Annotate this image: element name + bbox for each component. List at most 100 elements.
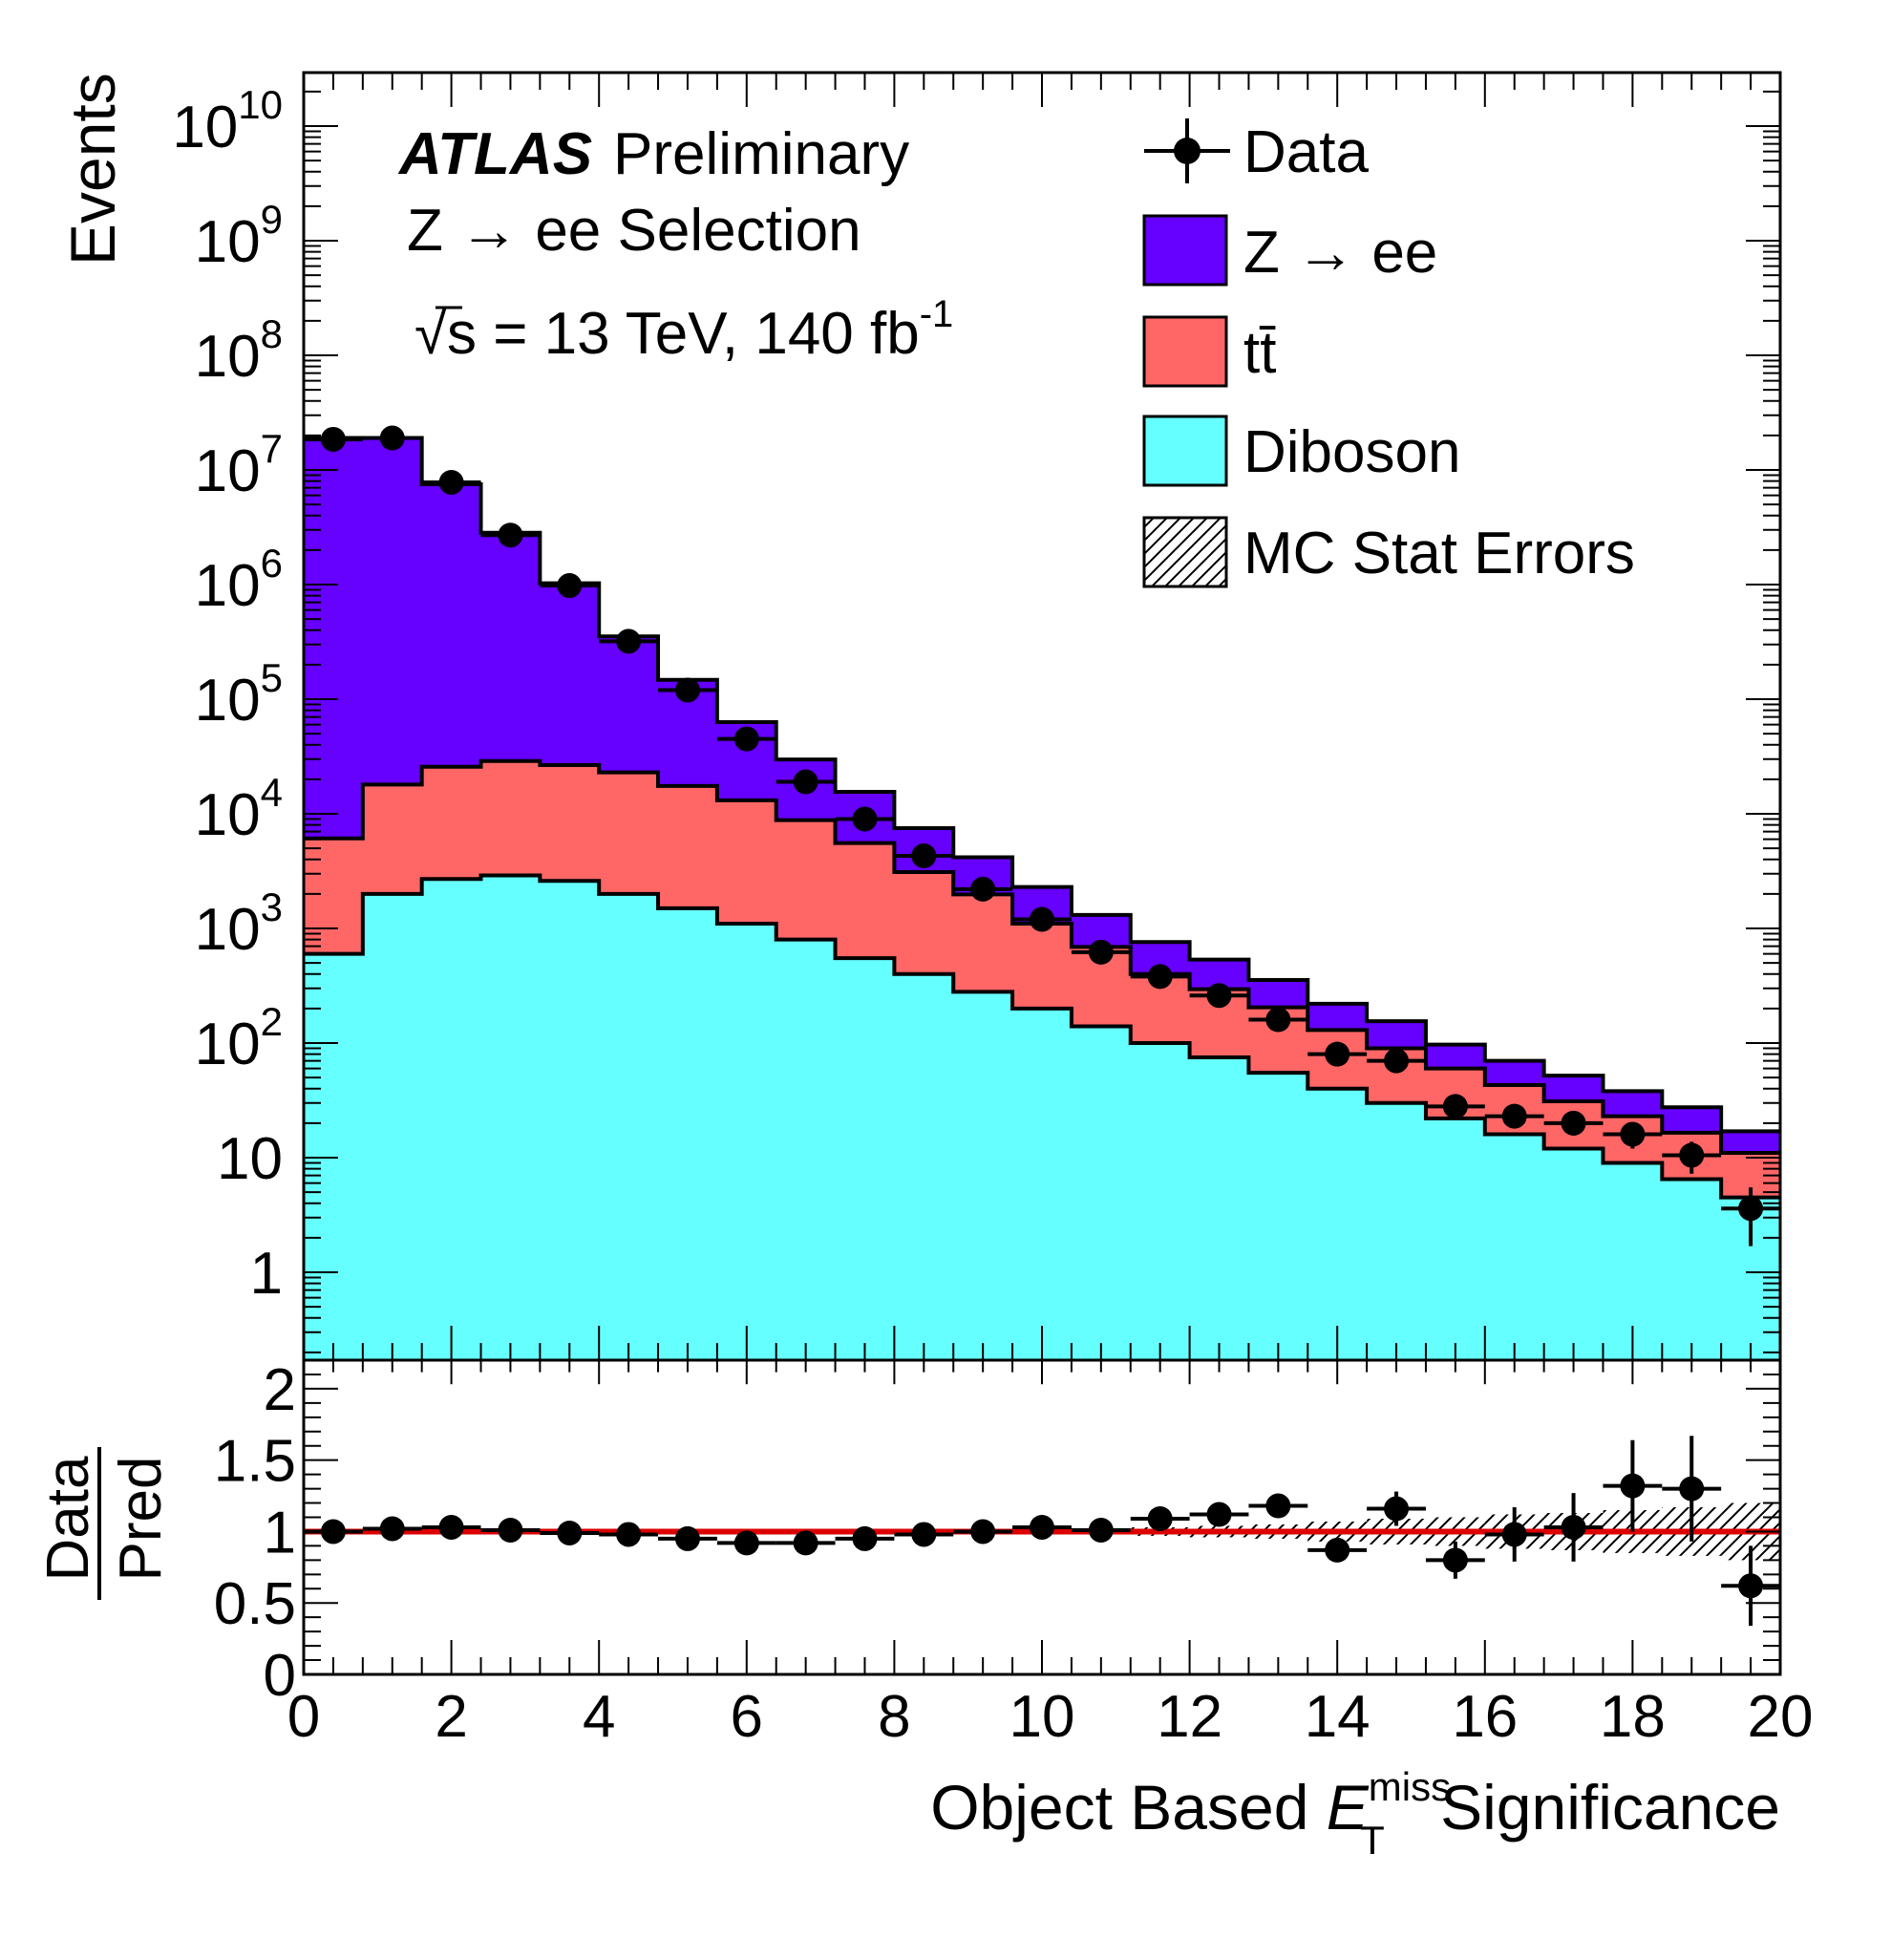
tick-exponent: 2 [261, 999, 283, 1044]
ratio-y-tick-labels: 00.511.52 [214, 1357, 296, 1709]
ratio-point-marker [1738, 1573, 1764, 1599]
data-point [1367, 1048, 1426, 1074]
ratio-point-marker [852, 1525, 878, 1551]
selection-label: Z → ee Selection [407, 198, 861, 264]
legend: Data Z → ee tt̄ Diboson MC Stat Errors [1142, 118, 1635, 588]
x-tick-label: 20 [1748, 1684, 1814, 1750]
top-y-tick-label: 104 [195, 770, 283, 848]
x-tick-label: 2 [435, 1684, 467, 1750]
atlas-label: ATLAS Preliminary [397, 121, 909, 187]
data-point [658, 677, 717, 703]
data-point [1130, 964, 1190, 990]
ratio-point-marker [1147, 1505, 1173, 1531]
tick-base: 10 [195, 782, 261, 848]
data-point [1662, 1141, 1722, 1174]
legend-data-marker [1144, 118, 1230, 183]
x-tick-label: 14 [1305, 1684, 1370, 1750]
legend-ttbar-swatch [1142, 315, 1228, 388]
tick-exponent: 8 [261, 311, 283, 356]
legend-zee-swatch [1142, 214, 1228, 287]
data-points [304, 425, 1780, 1246]
data-point-marker [1442, 1094, 1468, 1119]
top-y-tick-label: 108 [195, 311, 283, 390]
data-point-marker [1206, 983, 1232, 1009]
ratio-point [1189, 1502, 1249, 1527]
ratio-point-marker [1561, 1514, 1586, 1540]
data-point-marker [1325, 1041, 1350, 1067]
data-point-marker [911, 842, 937, 868]
ratio-point [1484, 1507, 1544, 1562]
data-point [480, 522, 541, 548]
ratio-point [362, 1516, 422, 1542]
ratio-point-marker [793, 1530, 818, 1556]
ratio-title-denominator: Pred [108, 1457, 174, 1582]
ratio-point-marker [1088, 1517, 1114, 1543]
tick-base: 10 [195, 553, 261, 619]
ratio-point [894, 1522, 954, 1547]
ratio-title-numerator: Data [35, 1456, 101, 1581]
ratio-point-marker [1442, 1547, 1468, 1573]
x-title-suffix: Significance [1423, 1772, 1780, 1843]
top-y-tick-label: 102 [195, 999, 283, 1077]
legend-zee-label: Z → ee [1243, 220, 1437, 286]
top-y-tick-label: 105 [195, 655, 283, 734]
ratio-point-marker [379, 1516, 405, 1542]
data-point [1721, 1187, 1780, 1246]
top-y-tick-label: 106 [195, 541, 283, 619]
data-point-marker [970, 876, 996, 902]
ratio-point [480, 1517, 541, 1543]
data-point [421, 469, 481, 495]
data-point [1484, 1103, 1544, 1129]
ratio-point [776, 1530, 836, 1556]
tick-exponent: 4 [261, 770, 283, 815]
data-point [540, 573, 600, 599]
ratio-point [599, 1522, 659, 1547]
x-title-symbol: E [1327, 1772, 1370, 1843]
data-point [716, 726, 776, 752]
data-point [835, 806, 895, 832]
data-point [1603, 1121, 1663, 1149]
tick-exponent: 3 [261, 884, 283, 929]
ratio-point-marker [1325, 1537, 1350, 1563]
atlas-preliminary: Preliminary [613, 121, 909, 187]
ratio-point [1425, 1541, 1485, 1579]
top-y-tick-label: 107 [195, 426, 283, 504]
x-title-prefix: Object Based [930, 1772, 1327, 1843]
x-tick-label: 6 [731, 1684, 763, 1750]
ratio-point-marker [616, 1522, 642, 1547]
tick-exponent: 6 [261, 541, 283, 586]
ratio-y-tick-label: 0.5 [214, 1571, 296, 1637]
tick-base: 10 [195, 668, 261, 734]
x-tick-label: 18 [1600, 1684, 1666, 1750]
ratio-point-marker [733, 1530, 759, 1556]
ratio-point [1543, 1493, 1604, 1562]
x-tick-labels: 0 2 4 6 8 10 12 14 16 18 20 [287, 1684, 1814, 1750]
data-point-marker [852, 806, 878, 832]
x-tick-label: 10 [1009, 1684, 1075, 1750]
ratio-point [540, 1520, 600, 1545]
data-point-marker [379, 425, 405, 451]
tick-exponent: 9 [261, 197, 283, 242]
ratio-point [421, 1514, 481, 1540]
data-point [776, 769, 836, 795]
ratio-point [1367, 1491, 1426, 1526]
data-point-marker [438, 469, 464, 495]
ratio-point [953, 1519, 1013, 1545]
tick-base: 10 [172, 95, 238, 160]
stack-outline-z-ee [304, 436, 1780, 1134]
stack-outline-diboson [304, 873, 1780, 1200]
ratio-point-marker [1265, 1493, 1291, 1519]
atlas-bold: ATLAS [397, 121, 592, 187]
tick-exponent: 7 [261, 426, 283, 471]
data-point [1189, 983, 1249, 1009]
data-point-marker [1265, 1007, 1291, 1033]
data-point-marker [616, 628, 642, 654]
top-y-tick-label: 1010 [172, 82, 283, 160]
x-tick-label: 16 [1452, 1684, 1518, 1750]
ratio-point-marker [557, 1520, 583, 1545]
ratio-point [304, 1519, 363, 1545]
data-point-marker [1561, 1110, 1586, 1136]
data-point-marker [1620, 1121, 1646, 1147]
data-point [599, 628, 659, 654]
